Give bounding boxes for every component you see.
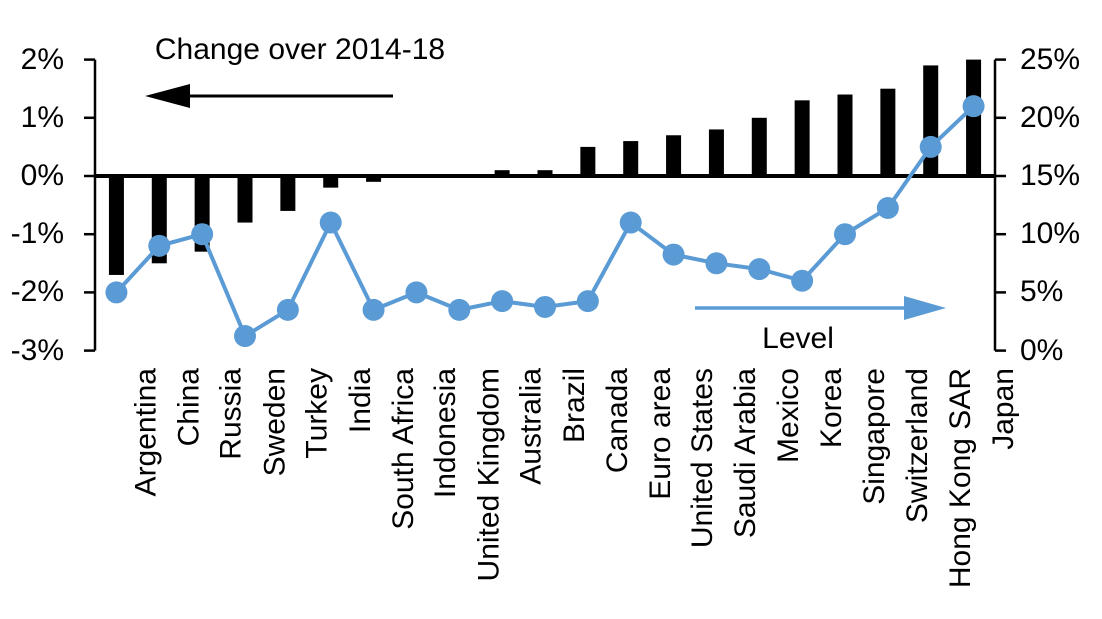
x-axis-label: Indonesia (429, 368, 463, 499)
bar-12 (623, 141, 639, 176)
level-marker-13 (662, 243, 685, 266)
level-marker-18 (876, 197, 899, 220)
level-marker-14 (705, 252, 728, 275)
x-axis-label: Turkey (300, 368, 334, 459)
bar-15 (751, 117, 767, 176)
bar-19 (923, 65, 939, 176)
x-axis-label: Euro area (643, 368, 677, 500)
level-marker-12 (619, 211, 642, 234)
left-axis-tick-label: 1% (20, 100, 64, 134)
level-marker-6 (362, 298, 385, 321)
level-marker-10 (534, 295, 556, 318)
left-axis-tick-label: -1% (10, 217, 64, 251)
bar-14 (708, 129, 724, 176)
x-axis-label: Singapore (858, 368, 891, 505)
bar-17 (837, 94, 853, 176)
right-arrow-head-icon (904, 296, 946, 320)
level-marker-20 (962, 95, 985, 118)
level-marker-4 (276, 298, 299, 321)
right-axis-tick-label: 20% (1020, 100, 1081, 134)
level-marker-11 (576, 290, 599, 313)
x-axis-label: United States (686, 368, 720, 549)
x-axis-label: United Kingdom (472, 368, 506, 582)
left-axis-tick-label: -2% (10, 275, 64, 309)
x-axis-label: Argentina (129, 368, 163, 497)
bar-10 (537, 170, 553, 176)
bar-0 (108, 176, 124, 275)
x-axis-label: Hong Kong SAR (943, 368, 977, 589)
bar-6 (366, 176, 382, 182)
x-axis-label: Canada (600, 368, 634, 474)
level-marker-0 (105, 281, 128, 304)
bar-5 (323, 176, 339, 188)
bar-4 (280, 176, 296, 211)
right-axis-tick-label: 10% (1020, 217, 1081, 251)
x-axis-label: Switzerland (900, 368, 934, 524)
level-marker-3 (234, 325, 256, 348)
x-axis-label: Saudi Arabia (729, 368, 763, 539)
level-marker-2 (191, 223, 214, 246)
x-axis-label: Mexico (772, 368, 806, 464)
level-marker-17 (834, 223, 856, 246)
left-arrow-head-icon (145, 84, 190, 108)
bar-11 (580, 146, 596, 176)
bar-9 (494, 170, 510, 176)
bar-20 (966, 59, 982, 176)
x-axis-label: South Africa (386, 368, 420, 530)
level-marker-7 (405, 281, 428, 304)
x-axis-label: Australia (515, 368, 549, 485)
left-axis-tick-label: 0% (20, 159, 64, 192)
left-axis-tick-label: 2% (20, 42, 64, 76)
bar-18 (880, 88, 896, 176)
level-marker-16 (791, 269, 814, 292)
level-marker-1 (148, 234, 171, 257)
level-marker-8 (448, 298, 471, 321)
x-axis-label: Russia (215, 368, 249, 460)
level-series-annotation: Level (762, 322, 834, 355)
x-axis-label: Korea (815, 368, 849, 449)
right-axis-tick-label: 15% (1020, 159, 1081, 192)
level-marker-5 (319, 211, 342, 234)
right-axis-tick-label: 5% (1020, 275, 1064, 309)
x-axis-label: Japan (986, 368, 1020, 450)
right-axis-tick-label: 25% (1020, 42, 1081, 76)
bar-3 (237, 176, 253, 223)
right-axis-tick-label: 0% (1020, 333, 1064, 367)
x-axis-label: China (172, 368, 206, 447)
x-axis-label: India (343, 368, 377, 434)
bar-16 (794, 100, 810, 176)
level-marker-15 (748, 258, 771, 281)
left-axis-tick-label: -3% (10, 333, 64, 367)
x-axis-label: Brazil (558, 368, 591, 444)
bar-13 (666, 135, 682, 176)
level-marker-9 (491, 290, 514, 313)
level-marker-19 (919, 135, 942, 158)
x-axis-label: Sweden (258, 368, 291, 477)
bars-series-annotation: Change over 2014-18 (154, 33, 446, 66)
